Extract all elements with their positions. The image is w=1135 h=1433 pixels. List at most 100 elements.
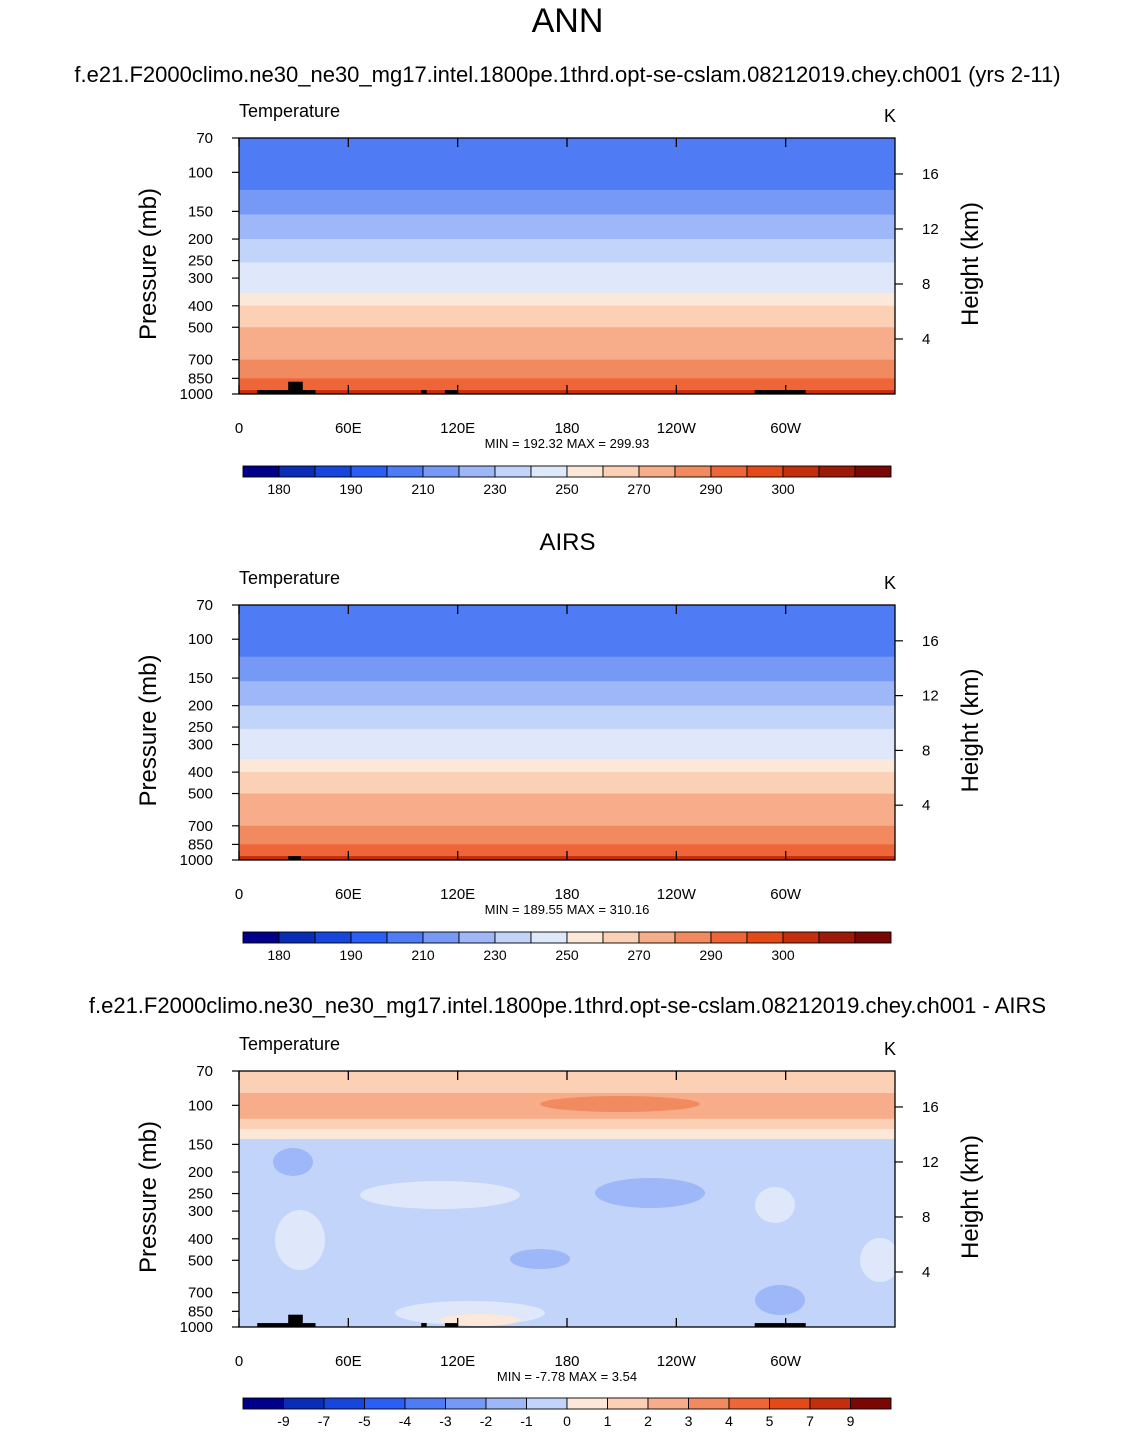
contour-blob <box>595 1178 705 1208</box>
y-tick-label: 400 <box>188 298 213 315</box>
colorbar-label: -2 <box>480 1413 493 1429</box>
contour-band <box>239 681 895 707</box>
height-tick-label: 12 <box>922 221 939 238</box>
colorbar-label: 4 <box>725 1413 733 1429</box>
colorbar-swatch <box>494 465 532 478</box>
y-tick-label: 150 <box>188 203 213 220</box>
terrain-mask <box>288 856 301 860</box>
colorbar-label: 270 <box>627 481 651 497</box>
x-tick-label: 120E <box>440 886 475 903</box>
colorbar-swatch <box>566 465 604 478</box>
colorbar-swatch <box>278 931 316 944</box>
y-tick-label: 1000 <box>180 386 213 403</box>
colorbar-swatch <box>854 465 892 478</box>
x-tick-label: 60W <box>770 886 802 903</box>
colorbar-label: -3 <box>439 1413 452 1429</box>
x-tick-label: 0 <box>235 420 243 437</box>
y2-axis-label: Height (km) <box>957 202 984 326</box>
colorbar-swatch <box>710 931 748 944</box>
y-tick-label: 150 <box>188 670 213 687</box>
y-tick-label: 850 <box>188 836 213 853</box>
colorbar-label: -1 <box>520 1413 533 1429</box>
colorbar-swatch <box>818 931 856 944</box>
height-tick-label: 8 <box>922 1209 930 1226</box>
y-tick-label: 200 <box>188 698 213 715</box>
terrain-mask <box>754 1323 806 1327</box>
figure-title: ANN <box>531 2 604 40</box>
colorbar-swatch <box>242 465 280 478</box>
x-tick-label: 60E <box>335 886 362 903</box>
contour-band <box>239 292 895 307</box>
colorbar-label: -9 <box>277 1413 290 1429</box>
colorbar-swatch <box>386 465 424 478</box>
x-tick-label: 120W <box>657 886 697 903</box>
y-tick-label: 1000 <box>180 1319 213 1336</box>
y2-axis-label: Height (km) <box>957 668 984 792</box>
y-tick-label: 400 <box>188 764 213 781</box>
min-max-text: MIN = 192.32 MAX = 299.93 <box>485 436 650 451</box>
contour-band <box>239 278 895 294</box>
y-tick-label: 200 <box>188 231 213 248</box>
colorbar-swatch <box>566 931 604 944</box>
colorbar-label: 270 <box>627 947 651 963</box>
panel1-title: f.e21.F2000climo.ne30_ne30_mg17.intel.18… <box>74 62 1061 87</box>
min-max-text: MIN = 189.55 MAX = 310.16 <box>485 902 650 917</box>
y-tick-label: 700 <box>188 818 213 835</box>
contour-blob <box>360 1181 520 1209</box>
x-tick-label: 180 <box>554 1353 579 1370</box>
height-tick-label: 4 <box>922 797 930 814</box>
y-tick-label: 300 <box>188 737 213 754</box>
colorbar-swatch <box>314 931 352 944</box>
colorbar-swatch <box>850 1397 892 1410</box>
colorbar-swatch <box>530 465 568 478</box>
colorbar-label: 210 <box>411 947 435 963</box>
y-tick-label: 250 <box>188 253 213 270</box>
x-tick-label: 180 <box>554 420 579 437</box>
colorbar-swatch <box>404 1397 446 1410</box>
colorbar-swatch <box>445 1397 487 1410</box>
y-tick-label: 70 <box>196 597 213 614</box>
units-label: K <box>884 573 896 593</box>
height-tick-label: 4 <box>922 331 930 348</box>
height-tick-label: 8 <box>922 276 930 293</box>
colorbar-label: 290 <box>699 947 723 963</box>
panel-3: 0 60E 120E 180 120W 60W7010015020025030040050… <box>135 1034 984 1429</box>
contour-band <box>239 793 895 827</box>
contour-band <box>239 359 895 380</box>
colorbar-label: 5 <box>766 1413 774 1429</box>
colorbar-swatch <box>638 931 676 944</box>
colorbar-swatch <box>746 931 784 944</box>
colorbar-swatch <box>422 465 460 478</box>
terrain-mask <box>421 390 427 394</box>
contour-blob <box>510 1249 570 1269</box>
colorbar-label: 230 <box>483 481 507 497</box>
units-label: K <box>884 106 896 126</box>
colorbar-swatch <box>647 1397 689 1410</box>
contour-band <box>239 728 895 746</box>
panel3-title: f.e21.F2000climo.ne30_ne30_mg17.intel.18… <box>88 993 1047 1018</box>
left-label: Temperature <box>239 1034 340 1054</box>
colorbar-swatch <box>607 1397 649 1410</box>
colorbar-swatch <box>688 1397 730 1410</box>
y-tick-label: 850 <box>188 1303 213 1320</box>
terrain-mask <box>257 390 316 394</box>
y-axis-label: Pressure (mb) <box>135 188 162 340</box>
x-tick-label: 120E <box>440 1353 475 1370</box>
colorbar-swatch <box>242 931 280 944</box>
y-tick-label: 250 <box>188 719 213 736</box>
x-tick-label: 60E <box>335 420 362 437</box>
contour-blob <box>275 1210 325 1270</box>
panel-1: 0 60E 120E 180 120W 60W7010015020025030040050… <box>135 101 984 497</box>
x-tick-label: 60W <box>770 1353 802 1370</box>
y-tick-label: 400 <box>188 1231 213 1248</box>
units-label: K <box>884 1039 896 1059</box>
colorbar-label: -5 <box>358 1413 371 1429</box>
colorbar-label: 0 <box>563 1413 571 1429</box>
y2-axis-label: Height (km) <box>957 1135 984 1259</box>
contour-field <box>239 1071 895 1327</box>
colorbar-label: 190 <box>339 481 363 497</box>
x-tick-label: 0 <box>235 886 243 903</box>
contour-band <box>239 772 895 795</box>
height-tick-label: 4 <box>922 1264 930 1281</box>
colorbar-label: 290 <box>699 481 723 497</box>
